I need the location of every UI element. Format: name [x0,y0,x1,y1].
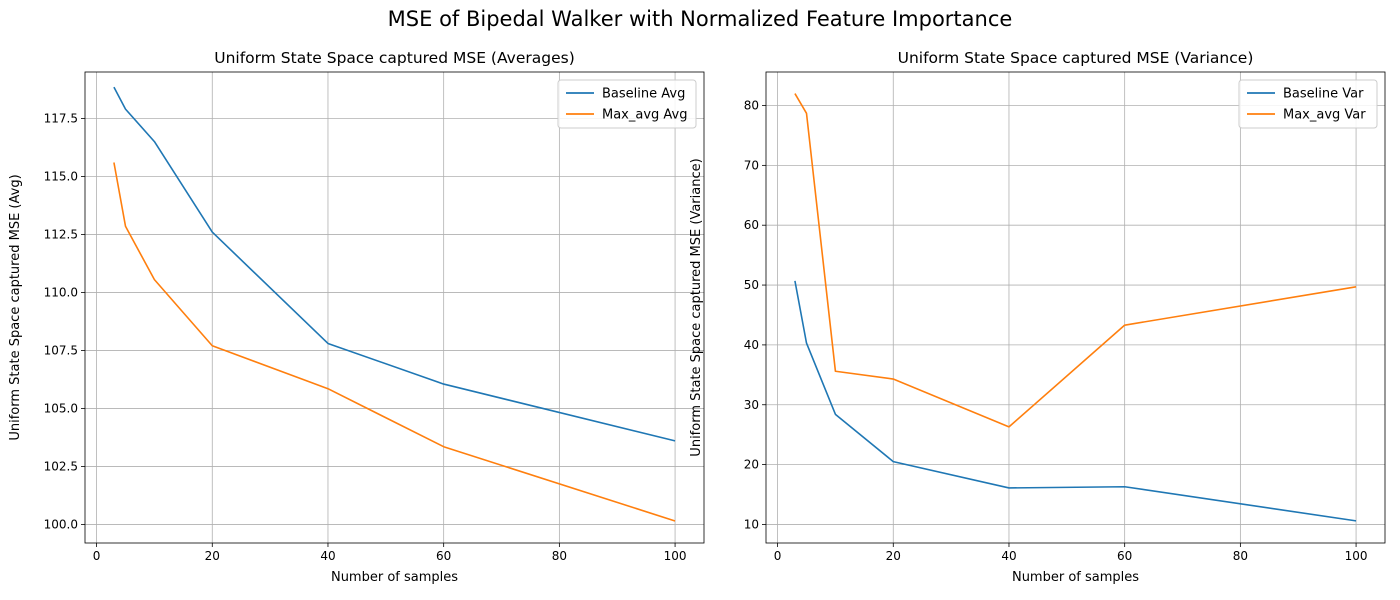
y-tick-label: 105.0 [44,401,78,415]
x-tick-label: 40 [1001,549,1016,563]
legend: Baseline Var Max_avg Var [1238,79,1378,129]
x-tick-label: 80 [1233,549,1248,563]
legend-label: Max_avg Var [1283,108,1366,123]
y-tick-label: 20 [744,458,759,472]
series-line-max-avg-var [794,93,1357,428]
x-tick-label: 60 [436,549,451,563]
chart-title: Uniform State Space captured MSE (Varian… [898,49,1254,67]
y-tick-label: 40 [744,338,759,352]
chart-title: Uniform State Space captured MSE (Averag… [214,49,575,67]
y-tick-label: 100.0 [44,517,78,531]
series-line-max-avg-avg [113,162,676,522]
y-tick-label: 107.5 [44,343,78,357]
y-tick-label: 60 [744,218,759,232]
plot-frame [84,71,705,544]
legend-label: Baseline Var [1283,87,1364,102]
x-tick-label: 20 [205,549,220,563]
y-tick-label: 115.0 [44,169,78,183]
x-tick-label: 40 [320,549,335,563]
legend-label: Max_avg Avg [602,108,688,123]
y-tick-label: 30 [744,398,759,412]
y-tick-label: 102.5 [44,459,78,473]
legend-box [1238,79,1378,129]
x-axis-label: Number of samples [1012,570,1139,585]
y-axis-label: Uniform State Space captured MSE (Avg) [8,174,23,440]
x-tick-label: 0 [774,549,782,563]
x-tick-label: 80 [552,549,567,563]
legend-box [557,79,697,129]
x-tick-label: 60 [1117,549,1132,563]
x-tick-label: 100 [664,549,687,563]
series-line-baseline-var [794,280,1357,522]
y-tick-label: 70 [744,158,759,172]
y-tick-label: 50 [744,278,759,292]
legend-label: Baseline Avg [602,87,685,102]
y-tick-label: 117.5 [44,111,78,125]
x-axis-label: Number of samples [331,570,458,585]
y-tick-label: 80 [744,99,759,113]
y-tick-label: 110.0 [44,285,78,299]
x-tick-label: 20 [886,549,901,563]
y-tick-label: 10 [744,517,759,531]
y-tick-label: 112.5 [44,227,78,241]
chart-panel-1: 0 20 40 60 80 100 100.0 102.5 105.0 107.5 110.0 112… [8,49,705,585]
series-line-baseline-avg [113,86,676,442]
x-tick-label: 100 [1345,549,1368,563]
plot-frame [765,71,1386,544]
legend: Baseline Avg Max_avg Avg [557,79,697,129]
chart-panel-2: 0 20 40 60 80 100 10 20 30 40 50 60 70 80 Uniform Stat… [689,49,1386,585]
y-axis-label: Uniform State Space captured MSE (Varian… [689,158,704,456]
figure-title: MSE of Bipedal Walker with Normalized Fe… [387,7,1013,31]
x-tick-label: 0 [93,549,101,563]
